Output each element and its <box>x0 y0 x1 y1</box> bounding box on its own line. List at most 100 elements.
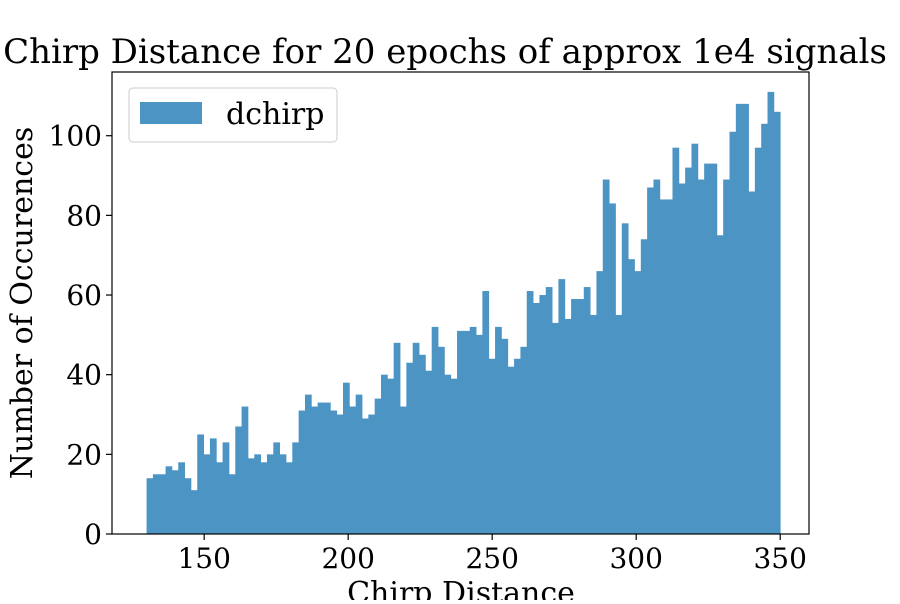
histogram-bar <box>748 191 756 535</box>
histogram-bar <box>723 179 730 534</box>
histogram-bar <box>355 394 363 534</box>
histogram-bar <box>241 406 249 534</box>
histogram-bar <box>406 362 414 534</box>
histogram-bar <box>672 147 680 535</box>
x-tick-label: 250 <box>465 542 518 575</box>
histogram-bar <box>621 223 629 534</box>
histogram-bar <box>330 410 338 534</box>
histogram-bar <box>425 370 433 534</box>
histogram-bar <box>222 442 230 534</box>
histogram-bar <box>710 163 718 534</box>
y-tick-label: 100 <box>49 120 102 153</box>
histogram-bar <box>653 179 661 534</box>
histogram-bar <box>463 330 471 534</box>
histogram-bar <box>767 91 775 534</box>
histogram-bar <box>615 314 623 534</box>
histogram-bar <box>482 291 490 534</box>
histogram-bar <box>577 299 585 534</box>
x-tick-label: 200 <box>321 542 374 575</box>
x-axis: 150 200 250 300 350 <box>177 534 807 575</box>
histogram-bar <box>729 131 737 535</box>
histogram-bar <box>254 454 262 534</box>
histogram-bar <box>400 406 407 534</box>
histogram-bar <box>647 187 654 534</box>
histogram-bar <box>697 179 705 534</box>
histogram-bar <box>368 414 376 534</box>
histogram-bar <box>552 322 559 534</box>
x-tick-label: 350 <box>753 542 806 575</box>
histogram-bar <box>235 426 243 534</box>
histogram-bar <box>596 271 604 534</box>
histogram-bar <box>197 434 204 534</box>
histogram-bar <box>419 354 426 534</box>
histogram-bar <box>228 474 236 534</box>
histogram-bar <box>247 458 255 534</box>
histogram-bar <box>152 474 160 534</box>
histogram-bar <box>381 374 388 534</box>
histogram-bar <box>362 418 369 534</box>
histogram-bar <box>526 291 534 534</box>
histogram-bar <box>216 462 223 534</box>
y-tick-label: 20 <box>66 438 102 471</box>
histogram-bar <box>476 334 483 534</box>
histogram-bar <box>387 378 395 534</box>
histogram-bar <box>146 478 154 534</box>
histogram-bar <box>659 199 667 534</box>
histogram-bar <box>273 442 281 534</box>
histogram-bar <box>178 462 185 534</box>
legend: dchirp <box>128 87 338 143</box>
histogram-bar <box>773 111 781 534</box>
histogram-bar <box>342 382 350 534</box>
histogram-bar <box>634 271 642 534</box>
histogram-bar <box>374 398 382 534</box>
histogram-bar <box>292 442 300 534</box>
histogram-bar <box>444 374 452 534</box>
y-tick-label: 0 <box>84 518 102 551</box>
histogram-bar <box>349 406 357 534</box>
histogram-bar <box>704 163 711 534</box>
histogram-bar <box>171 470 179 534</box>
histogram-bar <box>393 342 401 534</box>
x-axis-label: Chirp Distance <box>347 576 575 600</box>
histogram-bar <box>488 358 496 534</box>
histogram-bar <box>533 303 540 534</box>
histogram-bar <box>311 406 319 534</box>
histogram-bar <box>678 183 686 534</box>
histogram-bar <box>564 318 572 534</box>
histogram-bar <box>469 326 477 534</box>
legend-swatch <box>140 102 202 124</box>
histogram-bar <box>317 402 325 534</box>
histogram-bar <box>571 299 578 534</box>
histogram-bar <box>666 199 673 534</box>
histogram-bar <box>520 346 528 534</box>
histogram-bar <box>279 454 287 534</box>
histogram-bar <box>450 378 458 534</box>
histogram-bar <box>285 462 293 534</box>
y-axis-label: Number of Occurences <box>5 127 40 479</box>
histogram-bar <box>640 239 648 534</box>
histogram-bar <box>716 235 724 535</box>
histogram-bar <box>742 103 749 535</box>
histogram-bar <box>438 346 445 534</box>
histogram-bar <box>602 179 610 534</box>
histogram-bar <box>691 143 699 534</box>
histogram-bar <box>590 314 597 534</box>
y-tick-label: 60 <box>66 279 102 312</box>
histogram-bar <box>735 103 743 535</box>
histogram-bar <box>609 203 616 534</box>
legend-box <box>128 87 338 143</box>
histogram-bar <box>539 295 547 534</box>
histogram-bar <box>495 326 502 534</box>
legend-label: dchirp <box>226 97 324 132</box>
y-tick-label: 40 <box>66 359 102 392</box>
histogram-bar <box>431 326 439 534</box>
histogram-bar <box>558 279 566 534</box>
histogram-bar <box>203 454 211 534</box>
histogram-bar <box>761 123 768 534</box>
histogram-bar <box>165 466 173 534</box>
histogram-bar <box>159 474 166 534</box>
chart-title: Chirp Distance for 20 epochs of approx 1… <box>3 32 887 72</box>
histogram-bar <box>184 478 192 534</box>
